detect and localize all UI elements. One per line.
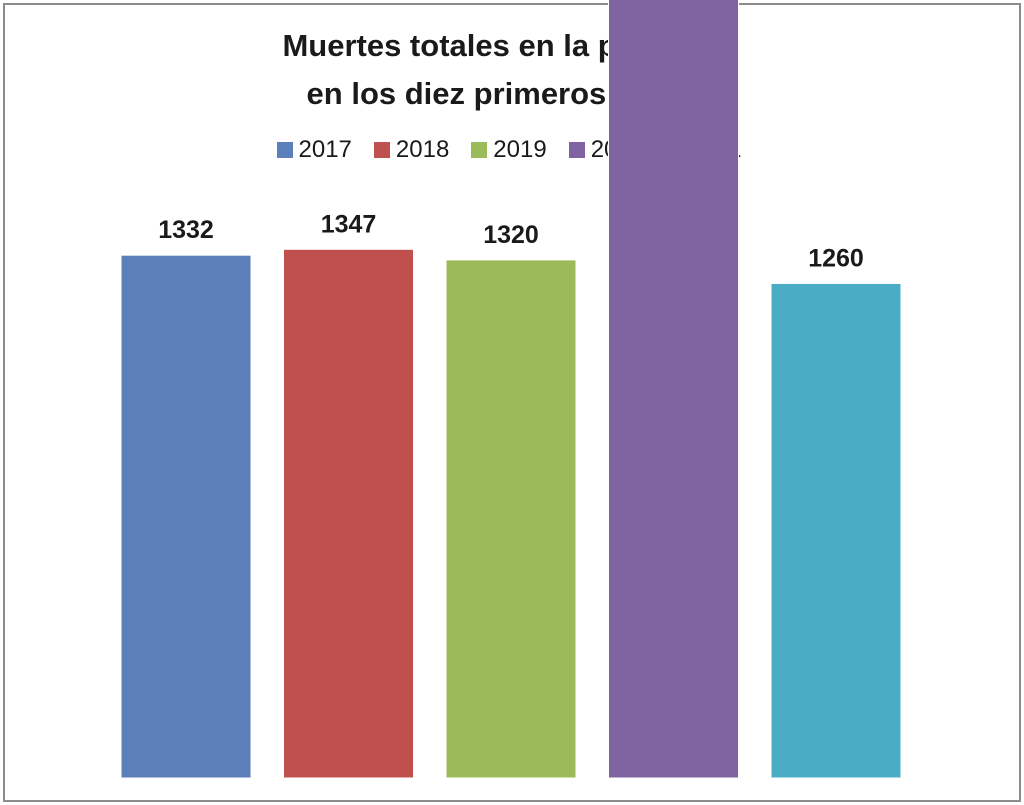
legend-item-2018: 2018 (373, 136, 450, 164)
bar-2021 (770, 282, 902, 779)
data-label-2018: 1347 (321, 210, 377, 238)
legend-swatch-2017 (276, 142, 293, 158)
legend-swatch-2019 (471, 142, 488, 158)
bars-group (120, 0, 902, 779)
legend-label-2019: 2019 (493, 136, 547, 163)
data-label-2021: 1260 (808, 244, 864, 272)
data-label-2019: 1320 (483, 221, 539, 249)
bar-2018 (283, 248, 414, 779)
data-labels-group: 13321347132020141260 (158, 210, 864, 272)
bar-2020 (608, 0, 739, 779)
bar-2019 (445, 259, 577, 779)
legend-item-2019: 2019 (471, 136, 547, 164)
data-label-2017: 1332 (158, 216, 214, 244)
bar-2017 (120, 254, 252, 779)
legend-swatch-2018 (373, 142, 390, 158)
legend-label-2017: 2017 (298, 136, 352, 163)
legend-item-2017: 2017 (276, 136, 352, 164)
legend-swatch-2020 (568, 142, 585, 158)
legend-label-2018: 2018 (395, 136, 450, 163)
